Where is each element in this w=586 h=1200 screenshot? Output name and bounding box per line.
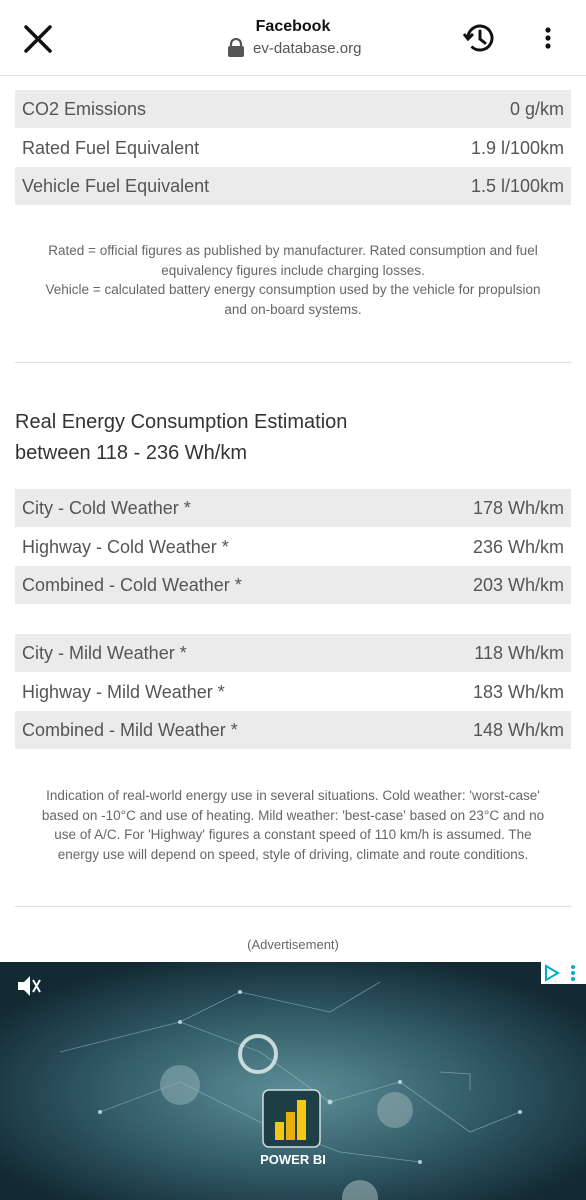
- row-value: 1.9 l/100km: [470, 137, 564, 158]
- note-line: use of A/C. For 'Highway' figures a cons…: [54, 827, 532, 842]
- row-value: 118 Wh/km: [474, 643, 564, 663]
- consumption-note: Rated = official figures as published by…: [0, 241, 586, 319]
- divider: [15, 906, 571, 907]
- row-label: City - Cold Weather *: [22, 498, 191, 518]
- table-row: Combined - Cold Weather * 203 Wh/km: [15, 566, 571, 604]
- section-heading: Real Energy Consumption Estimation betwe…: [15, 407, 347, 469]
- table-row: Vehicle Fuel Equivalent 1.5 l/100km: [15, 167, 571, 205]
- row-label: Highway - Cold Weather *: [22, 536, 229, 557]
- note-line: Rated = official figures as published by…: [48, 243, 538, 258]
- table-row: Highway - Cold Weather * 236 Wh/km: [15, 528, 571, 566]
- browser-bar: Facebook ev-database.org: [0, 0, 586, 76]
- heading-line: Real Energy Consumption Estimation: [15, 411, 348, 433]
- divider: [15, 362, 571, 363]
- row-value: 1.5 l/100km: [470, 176, 564, 196]
- note-line: Indication of real-world energy use in s…: [46, 788, 540, 803]
- row-value: 178 Wh/km: [472, 498, 564, 518]
- note-line: Vehicle = calculated battery energy cons…: [45, 282, 541, 297]
- menu-button[interactable]: [540, 25, 556, 51]
- row-value: 203 Wh/km: [472, 575, 564, 595]
- table-row: Highway - Mild Weather * 183 Wh/km: [15, 673, 571, 711]
- close-button[interactable]: [22, 23, 54, 55]
- table-row: City - Cold Weather * 178 Wh/km: [15, 489, 571, 527]
- ad-image: [0, 962, 586, 1200]
- row-label: City - Mild Weather *: [22, 643, 187, 663]
- row-value: 183 Wh/km: [472, 681, 564, 702]
- heading-line: between 118 - 236 Wh/km: [15, 442, 247, 464]
- lock-icon: [228, 38, 244, 57]
- page-url: ev-database.org: [253, 40, 362, 57]
- row-value: 0 g/km: [509, 99, 564, 119]
- row-label: Combined - Cold Weather *: [22, 575, 242, 595]
- advertisement[interactable]: POWER BI: [0, 962, 586, 1200]
- energy-note: Indication of real-world energy use in s…: [0, 786, 586, 864]
- ad-brand: POWER BI: [260, 1152, 326, 1167]
- row-label: Vehicle Fuel Equivalent: [22, 176, 210, 196]
- row-label: Rated Fuel Equivalent: [22, 137, 200, 158]
- table-row: Combined - Mild Weather * 148 Wh/km: [15, 711, 571, 749]
- row-label: Combined - Mild Weather *: [22, 720, 238, 740]
- row-value: 236 Wh/km: [472, 536, 564, 557]
- note-line: based on -10°C and use of heating. Mild …: [41, 807, 545, 823]
- note-line: and on-board systems.: [224, 301, 362, 317]
- table-row: CO2 Emissions 0 g/km: [15, 90, 571, 128]
- table-row: Rated Fuel Equivalent 1.9 l/100km: [15, 129, 571, 167]
- row-value: 148 Wh/km: [472, 720, 564, 740]
- ad-label: (Advertisement): [247, 937, 339, 952]
- page-title: Facebook: [255, 18, 331, 35]
- note-line: equivalency figures include charging los…: [161, 262, 425, 278]
- row-label: CO2 Emissions: [22, 99, 147, 119]
- history-button[interactable]: [462, 20, 498, 56]
- note-line: energy use will depend on speed, style o…: [57, 846, 529, 862]
- table-row: City - Mild Weather * 118 Wh/km: [15, 634, 571, 672]
- row-label: Highway - Mild Weather *: [22, 681, 225, 702]
